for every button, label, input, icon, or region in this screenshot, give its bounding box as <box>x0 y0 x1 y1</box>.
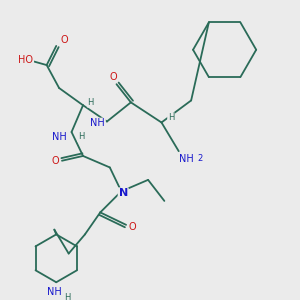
Text: NH: NH <box>90 118 105 128</box>
Text: H: H <box>168 113 174 122</box>
Text: H: H <box>64 293 71 300</box>
Text: O: O <box>60 35 68 45</box>
Text: O: O <box>52 156 59 166</box>
Text: H: H <box>78 132 84 141</box>
Text: NH: NH <box>47 287 62 297</box>
Text: O: O <box>129 222 136 232</box>
Text: HO: HO <box>18 55 33 65</box>
Text: H: H <box>88 98 94 107</box>
Text: O: O <box>110 71 118 82</box>
Text: 2: 2 <box>197 154 203 163</box>
Text: NH: NH <box>179 154 194 164</box>
Text: N: N <box>118 188 128 198</box>
Text: NH: NH <box>52 132 67 142</box>
